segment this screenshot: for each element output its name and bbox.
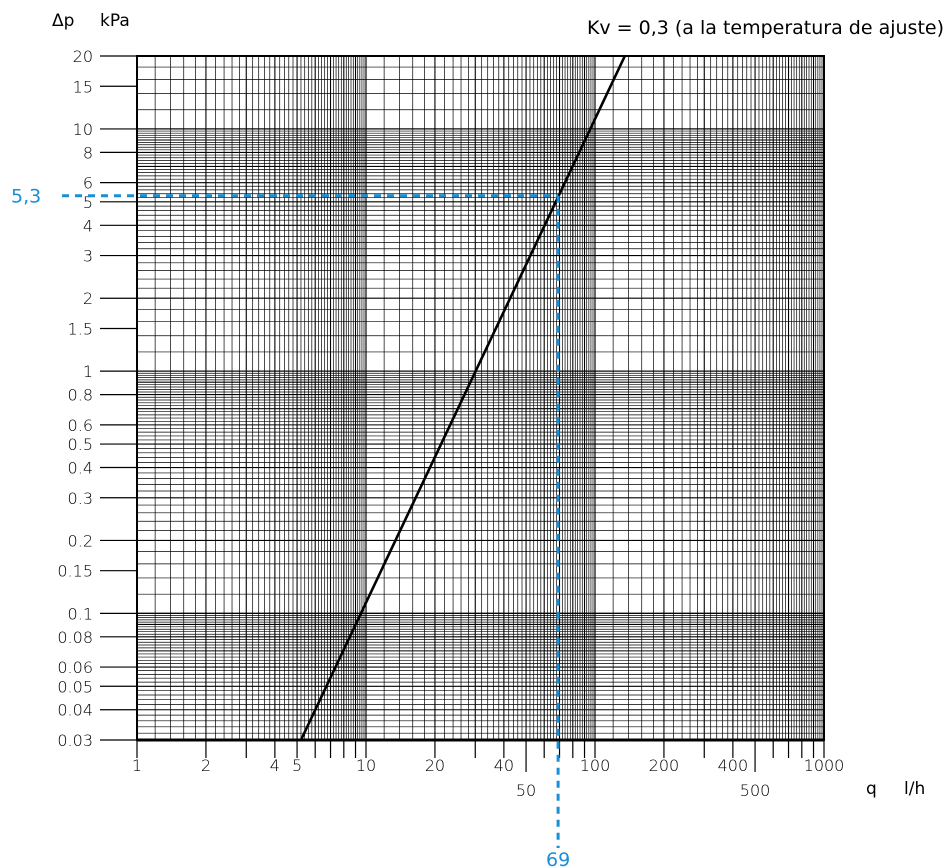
x-tick-label: 200 bbox=[649, 756, 680, 775]
y-tick-label: 0.15 bbox=[57, 562, 93, 581]
y-tick-label: 5 bbox=[83, 193, 93, 212]
y-tick-label: 3 bbox=[83, 247, 93, 266]
y-tick-label: 0.8 bbox=[68, 386, 93, 405]
y-tick-label: 0.2 bbox=[68, 531, 93, 550]
y-tick-label: 0.05 bbox=[57, 677, 93, 696]
series bbox=[299, 55, 627, 741]
y-tick-label: 0.03 bbox=[57, 731, 93, 750]
x-axis-symbol: q bbox=[866, 779, 877, 799]
y-tick-label: 4 bbox=[83, 216, 93, 235]
y-tick-label: 0.06 bbox=[57, 658, 93, 677]
reading-guide: 5,3 69 bbox=[11, 186, 570, 868]
x-axis-unit: l/h bbox=[904, 779, 925, 799]
y-tick-label: 0.1 bbox=[68, 604, 93, 623]
y-axis-symbol: Δp bbox=[52, 11, 74, 31]
y-tick-label: 15 bbox=[73, 77, 93, 96]
plot-frame bbox=[136, 55, 825, 742]
y-tick-label: 0.5 bbox=[68, 435, 93, 454]
y-tick-label: 6 bbox=[83, 174, 93, 193]
y-tick-label: 2 bbox=[83, 289, 93, 308]
x-tick-label: 20 bbox=[425, 756, 445, 775]
y-axis-unit: kPa bbox=[100, 11, 130, 31]
x-tick-label: 4 bbox=[270, 756, 280, 775]
y-tick-label: 0.6 bbox=[68, 416, 93, 435]
y-tick-label: 20 bbox=[73, 47, 93, 66]
series-line bbox=[299, 55, 627, 741]
x-tick-label: 50 bbox=[516, 781, 536, 800]
y-tick-label: 10 bbox=[73, 120, 93, 139]
plot-border bbox=[136, 55, 825, 741]
x-tick-label: 500 bbox=[740, 781, 771, 800]
y-tick-label: 1.5 bbox=[68, 319, 93, 338]
y-tick-label: 0.3 bbox=[68, 489, 93, 508]
x-tick-label: 400 bbox=[718, 756, 749, 775]
y-tick-label: 1 bbox=[83, 362, 93, 381]
y-tick-label: 8 bbox=[83, 143, 93, 162]
y-tick-label: 0.08 bbox=[57, 628, 93, 647]
x-tick-label: 1 bbox=[132, 756, 142, 775]
x-tick-label: 2 bbox=[201, 756, 211, 775]
x-tick-label: 1000 bbox=[804, 756, 845, 775]
y-axis: 20 15 10 8 65 4 3 2 1.5 1 0.8 0.60.5 0.4 0.3 0.2 0.15 0.… bbox=[57, 47, 137, 750]
y-tick-label: 0.04 bbox=[57, 701, 93, 720]
x-tick-label: 10 bbox=[356, 756, 376, 775]
grid bbox=[137, 56, 824, 740]
highlight-x-label: 69 bbox=[546, 849, 570, 868]
x-tick-label: 100 bbox=[580, 756, 611, 775]
highlight-y-label: 5,3 bbox=[11, 186, 41, 208]
y-tick-label: 0.4 bbox=[68, 459, 93, 478]
chart-title: Kv = 0,3 (a la temperatura de ajuste) bbox=[587, 17, 944, 39]
x-tick-label: 40 bbox=[494, 756, 514, 775]
x-tick-label: 5 bbox=[292, 756, 302, 775]
